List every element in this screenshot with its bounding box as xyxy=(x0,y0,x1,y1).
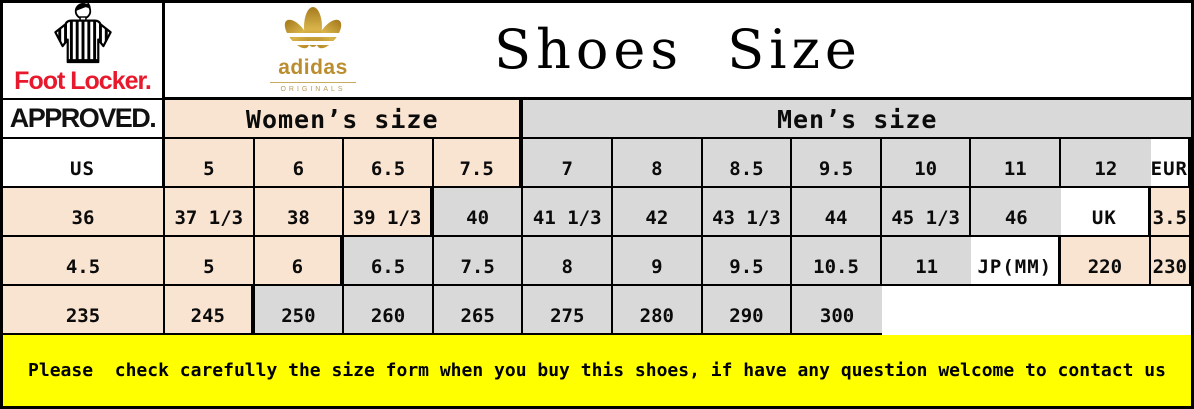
size-cell-men: 9.5 xyxy=(792,139,882,188)
size-cell-women: 245 xyxy=(165,286,255,335)
size-cell-women: 235 xyxy=(3,286,165,335)
adidas-wordmark: adidas xyxy=(278,56,348,79)
row-label-uk: UK xyxy=(1061,188,1151,237)
size-cell-women: 230 xyxy=(1150,237,1191,286)
size-cell-men: 265 xyxy=(433,286,524,335)
men-size-header: Men’s size xyxy=(523,100,1191,139)
row-label-us: US xyxy=(3,139,165,188)
size-cell-men: 8.5 xyxy=(702,139,793,188)
size-cell-men: 290 xyxy=(702,286,793,335)
size-cell-men: 41 1/3 xyxy=(523,188,614,237)
row-label-eur: EUR xyxy=(1150,139,1191,188)
size-cell-men: 12 xyxy=(1061,139,1151,188)
size-cell-women: 4.5 xyxy=(3,237,165,286)
size-cell-men: 8 xyxy=(613,139,703,188)
size-cell-women: 5 xyxy=(165,139,255,188)
size-table: Foot Locker. xyxy=(3,3,1191,335)
size-cell-men: 6.5 xyxy=(344,237,434,286)
size-cell-men: 46 xyxy=(971,188,1062,237)
notice-banner: Please check carefully the size form whe… xyxy=(3,335,1191,406)
adidas-trefoil-icon xyxy=(280,7,346,57)
size-cell-men: 11 xyxy=(971,139,1062,188)
size-cell-men: 9 xyxy=(613,237,703,286)
footlocker-referee-icon xyxy=(46,3,120,69)
size-cell-women: 6 xyxy=(254,237,345,286)
size-cell-men: 40 xyxy=(433,188,524,237)
size-cell-men: 280 xyxy=(613,286,703,335)
size-cell-men: 7.5 xyxy=(433,237,524,286)
size-cell-women: 37 1/3 xyxy=(165,188,255,237)
row-label-jpmm: JP(MM) xyxy=(971,237,1062,286)
size-cell-men: 9.5 xyxy=(702,237,793,286)
footlocker-logo: Foot Locker. xyxy=(3,3,165,100)
title-cell: adidas ORIGINALS Shoes Size xyxy=(165,3,1191,100)
size-cell-men: 42 xyxy=(613,188,703,237)
page-title: Shoes Size xyxy=(494,18,862,81)
footlocker-wordmark: Foot Locker. xyxy=(14,67,152,95)
size-cell-men: 45 1/3 xyxy=(881,188,972,237)
size-cell-men: 7 xyxy=(523,139,614,188)
size-cell-men: 10 xyxy=(881,139,972,188)
size-cell-men: 11 xyxy=(881,237,972,286)
size-cell-men: 43 1/3 xyxy=(702,188,793,237)
women-size-header: Women’s size xyxy=(165,100,524,139)
size-cell-women: 220 xyxy=(1061,237,1151,286)
size-cell-men: 250 xyxy=(254,286,345,335)
size-cell-women: 36 xyxy=(3,188,165,237)
size-cell-men: 44 xyxy=(792,188,882,237)
size-cell-women: 39 1/3 xyxy=(344,188,434,237)
size-cell-women: 6 xyxy=(254,139,345,188)
size-cell-women: 5 xyxy=(165,237,255,286)
size-cell-women: 38 xyxy=(254,188,345,237)
size-cell-men: 300 xyxy=(792,286,882,335)
size-cell-men: 8 xyxy=(523,237,614,286)
size-cell-men: 260 xyxy=(344,286,434,335)
size-cell-men: 10.5 xyxy=(792,237,882,286)
size-cell-men: 275 xyxy=(523,286,614,335)
adidas-originals-label: ORIGINALS xyxy=(270,82,356,93)
approved-label: APPROVED. xyxy=(3,100,165,139)
size-cell-women: 3.5 xyxy=(1150,188,1191,237)
size-cell-women: 6.5 xyxy=(344,139,434,188)
adidas-logo: adidas ORIGINALS xyxy=(247,7,379,93)
size-cell-women: 7.5 xyxy=(433,139,524,188)
